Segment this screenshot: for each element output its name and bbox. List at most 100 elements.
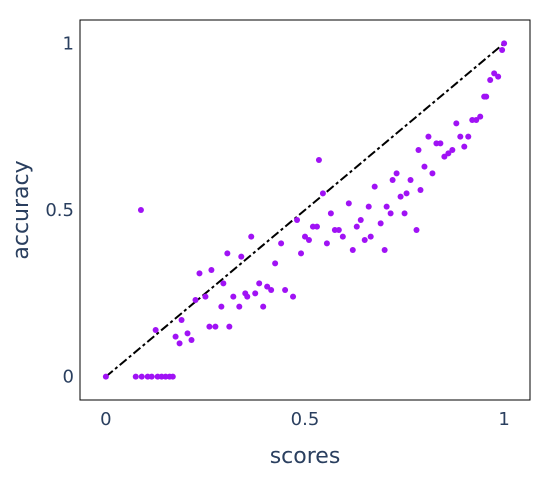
data-point <box>415 147 422 153</box>
x-tick-label: 1 <box>498 409 509 430</box>
data-point <box>349 247 356 253</box>
data-points-layer <box>102 40 508 380</box>
reference-line-layer <box>105 42 505 378</box>
data-point <box>169 373 176 380</box>
data-point <box>302 233 308 240</box>
data-point <box>437 140 444 147</box>
data-point <box>441 153 448 160</box>
data-point <box>248 233 255 240</box>
data-point <box>260 303 267 310</box>
plot-frame <box>79 19 531 401</box>
data-point <box>138 373 145 380</box>
data-point <box>184 330 191 337</box>
data-point <box>371 183 378 190</box>
data-point <box>278 240 285 247</box>
data-point <box>499 47 506 53</box>
data-point <box>353 223 360 230</box>
data-point <box>445 150 452 157</box>
x-tick-label: 0.5 <box>291 409 320 430</box>
data-point <box>495 73 502 80</box>
data-point <box>453 120 460 127</box>
data-point <box>387 210 394 217</box>
data-point <box>403 190 410 197</box>
data-point <box>152 327 159 333</box>
data-point <box>272 260 279 267</box>
data-point <box>264 283 271 290</box>
data-point <box>294 217 301 223</box>
data-point <box>148 373 155 380</box>
data-point <box>393 170 400 177</box>
data-point <box>196 270 203 277</box>
data-point <box>339 233 346 240</box>
data-point <box>305 237 312 243</box>
data-point <box>319 190 326 197</box>
data-point <box>457 133 464 140</box>
data-point <box>238 253 245 260</box>
data-point <box>421 163 428 170</box>
data-point <box>417 187 424 193</box>
data-point <box>327 210 334 217</box>
data-point <box>335 227 342 233</box>
reference-line <box>105 42 505 378</box>
y-axis-ticks: 00.51 <box>45 33 74 387</box>
data-point <box>218 303 225 310</box>
data-point <box>407 177 414 183</box>
data-point <box>477 113 484 120</box>
data-point <box>367 233 374 240</box>
x-tick-label: 0 <box>100 409 111 430</box>
data-point <box>132 373 139 380</box>
data-point <box>323 240 330 247</box>
data-point <box>202 293 209 300</box>
data-point <box>449 147 456 153</box>
data-point <box>473 117 480 123</box>
data-point <box>178 317 185 323</box>
data-point <box>345 200 352 207</box>
data-point <box>429 170 436 177</box>
data-point <box>236 303 243 310</box>
data-point <box>188 337 195 343</box>
data-point <box>252 290 259 297</box>
x-axis-title: scores <box>270 444 341 469</box>
data-point <box>268 287 275 293</box>
data-point <box>397 193 404 200</box>
data-point <box>413 227 420 233</box>
data-point <box>224 250 231 257</box>
data-point <box>172 333 179 340</box>
data-point <box>208 267 215 273</box>
data-point <box>298 250 305 257</box>
data-point <box>365 203 372 210</box>
y-tick-label: 1 <box>63 33 74 54</box>
data-point <box>176 340 183 347</box>
data-point <box>256 280 263 287</box>
x-axis-ticks: 0 0.5 1 <box>100 409 510 430</box>
data-point <box>491 70 498 77</box>
data-point <box>282 287 289 293</box>
data-point <box>361 237 368 243</box>
data-point <box>357 217 364 223</box>
data-point <box>192 297 199 303</box>
y-axis-title: accuracy <box>9 160 34 259</box>
data-point <box>383 203 390 210</box>
data-point <box>230 293 237 300</box>
y-tick-label: 0 <box>63 367 74 388</box>
data-point <box>401 210 408 217</box>
data-point <box>220 280 227 287</box>
y-tick-label: 0.5 <box>45 200 74 221</box>
data-point <box>102 373 109 380</box>
data-point <box>381 247 388 253</box>
data-point <box>315 157 322 163</box>
data-point <box>226 323 233 330</box>
data-point <box>212 323 219 330</box>
data-point <box>465 133 472 140</box>
data-point <box>501 40 508 47</box>
data-point <box>290 293 297 300</box>
data-point <box>137 207 144 213</box>
data-point <box>244 293 251 300</box>
data-point <box>389 177 396 183</box>
data-point <box>313 223 320 230</box>
data-point <box>377 220 384 227</box>
data-point <box>487 77 494 83</box>
data-point <box>461 143 468 150</box>
